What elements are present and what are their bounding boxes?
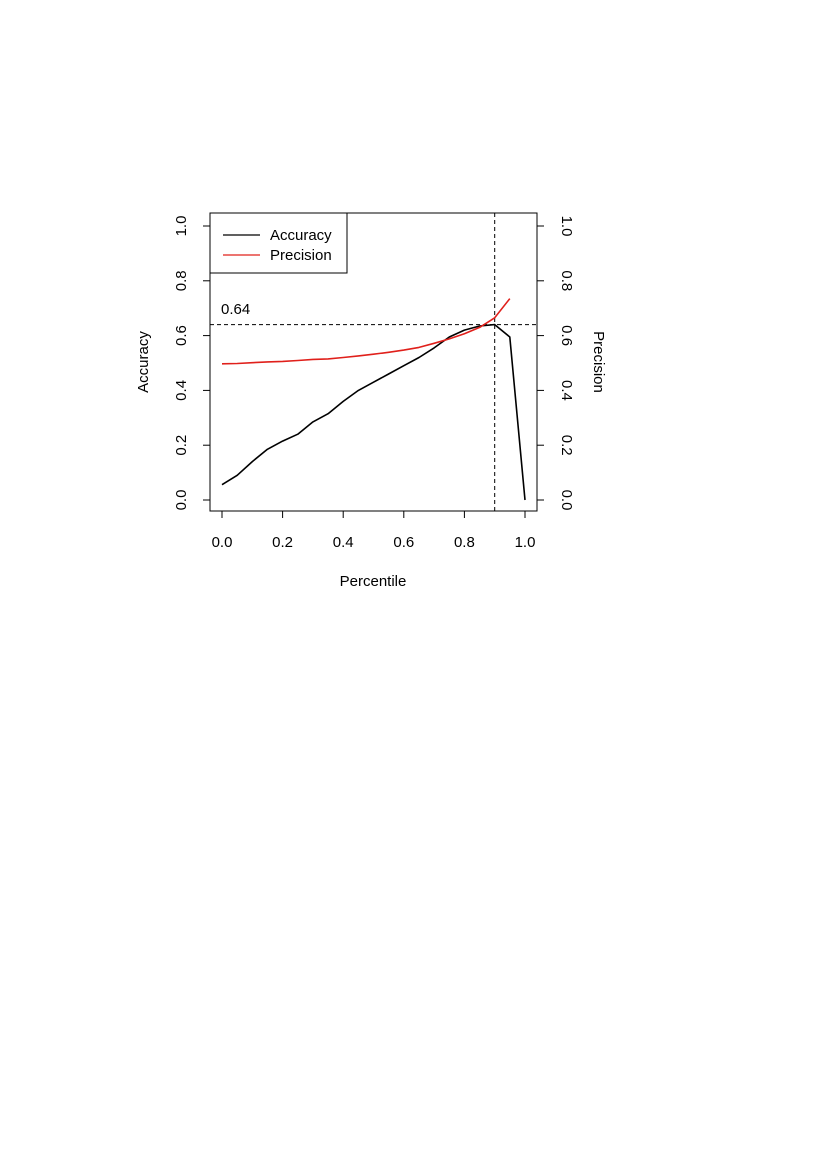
x-tick-label: 0.0 — [212, 534, 233, 551]
y-tick-label-left: 1.0 — [173, 216, 190, 237]
legend: Accuracy Precision — [209, 212, 348, 274]
y-axis-label-left: Accuracy — [135, 331, 152, 393]
y-tick-label-left: 0.0 — [173, 490, 190, 511]
x-tick-label: 0.6 — [393, 534, 414, 551]
reference-lines — [210, 213, 537, 511]
y-axis-left: 0.0 0.2 0.4 0.6 0.8 1.0 — [173, 216, 210, 511]
y-tick-label-left: 0.6 — [173, 325, 190, 346]
y-axis-right: 0.0 0.2 0.4 0.6 0.8 1.0 — [537, 216, 575, 511]
y-tick-label-right: 1.0 — [558, 216, 575, 237]
y-tick-label-right: 0.2 — [558, 435, 575, 456]
y-tick-label-left: 0.2 — [173, 435, 190, 456]
x-axis: 0.0 0.2 0.4 0.6 0.8 1.0 — [212, 510, 536, 551]
y-tick-label-right: 0.4 — [558, 380, 575, 401]
series-layer — [221, 298, 526, 501]
y-tick-label-left: 0.8 — [173, 270, 190, 291]
y-tick-label-left: 0.4 — [173, 380, 190, 401]
x-tick-label: 0.8 — [454, 534, 475, 551]
series-line-accuracy — [221, 323, 526, 501]
x-tick-label: 0.2 — [272, 534, 293, 551]
series-line-precision — [221, 298, 511, 365]
legend-box — [209, 212, 348, 274]
legend-label-accuracy: Accuracy — [270, 227, 332, 244]
y-tick-label-right: 0.6 — [558, 325, 575, 346]
y-tick-label-right: 0.8 — [558, 270, 575, 291]
x-tick-label: 0.4 — [333, 534, 354, 551]
reference-line-label: 0.64 — [221, 301, 250, 318]
y-axis-label-right: Precision — [590, 331, 607, 393]
y-tick-label-right: 0.0 — [558, 490, 575, 511]
legend-label-precision: Precision — [270, 247, 332, 264]
x-tick-label: 1.0 — [515, 534, 536, 551]
x-axis-label: Percentile — [340, 573, 407, 590]
